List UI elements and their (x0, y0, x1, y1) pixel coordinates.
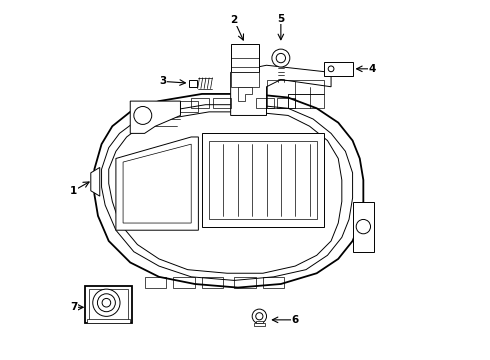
Circle shape (276, 53, 286, 63)
Text: 6: 6 (292, 315, 299, 325)
Polygon shape (231, 72, 259, 87)
Text: 7: 7 (70, 302, 77, 312)
Circle shape (356, 220, 370, 234)
Polygon shape (95, 94, 364, 288)
Circle shape (328, 66, 334, 72)
Polygon shape (324, 62, 353, 76)
Circle shape (252, 309, 267, 323)
Polygon shape (231, 44, 259, 72)
Text: 4: 4 (368, 64, 376, 74)
Circle shape (256, 313, 263, 320)
Circle shape (98, 294, 115, 312)
Polygon shape (130, 101, 180, 134)
Polygon shape (231, 65, 331, 116)
Circle shape (134, 107, 152, 125)
Circle shape (102, 298, 111, 307)
Text: 5: 5 (277, 14, 285, 24)
Polygon shape (190, 80, 196, 87)
Polygon shape (238, 87, 252, 101)
Polygon shape (256, 320, 263, 323)
Circle shape (93, 289, 120, 316)
Text: 1: 1 (70, 186, 77, 196)
Polygon shape (202, 134, 324, 226)
Polygon shape (85, 286, 132, 323)
Polygon shape (254, 323, 265, 326)
Polygon shape (87, 319, 130, 323)
Text: 2: 2 (231, 15, 238, 26)
Polygon shape (91, 167, 100, 196)
Polygon shape (353, 202, 374, 252)
Text: 3: 3 (159, 76, 166, 86)
Polygon shape (116, 137, 198, 230)
Circle shape (272, 49, 290, 67)
